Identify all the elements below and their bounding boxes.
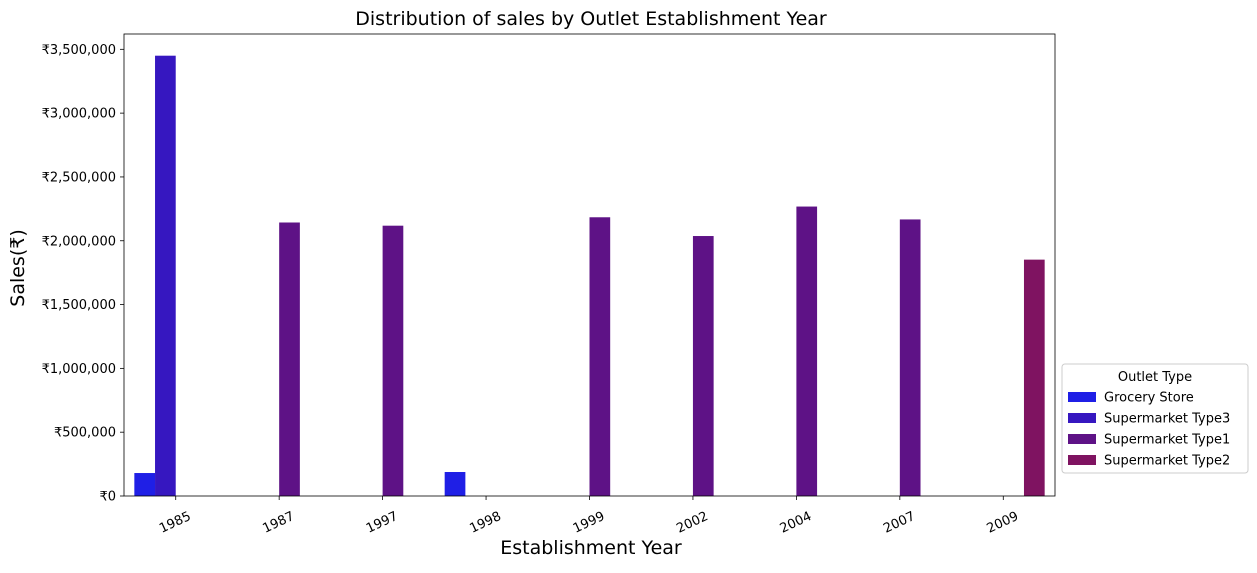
legend-label: Supermarket Type3: [1104, 412, 1230, 427]
legend-label: Supermarket Type1: [1104, 433, 1230, 448]
y-tick-label: ₹3,500,000: [42, 43, 116, 58]
legend-swatch: [1068, 434, 1096, 444]
x-tick-label: 1985: [157, 509, 193, 537]
x-tick-label: 1999: [571, 509, 607, 537]
bar-supermarket-type1-2004: [796, 206, 818, 497]
y-tick-label: ₹2,500,000: [42, 170, 116, 185]
bar-supermarket-type2-2009: [1023, 259, 1045, 496]
y-tick-label: ₹3,000,000: [42, 107, 116, 122]
x-tick-label: 1987: [261, 509, 297, 537]
y-tick-label: ₹500,000: [54, 426, 116, 441]
x-tick-label: 2004: [778, 509, 814, 537]
x-tick-label: 2009: [985, 509, 1021, 537]
legend-title: Outlet Type: [1118, 370, 1192, 385]
bar-grocery-store-1985: [134, 473, 156, 496]
chart-title: Distribution of sales by Outlet Establis…: [355, 8, 827, 30]
y-tick-label: ₹1,000,000: [42, 362, 116, 377]
bar-supermarket-type3-1985: [155, 55, 176, 496]
bar-supermarket-type1-1987: [279, 222, 300, 496]
plot-area: [134, 55, 1045, 497]
y-tick-label: ₹0: [99, 490, 116, 505]
legend-box: [1061, 363, 1249, 474]
bar-supermarket-type1-1999: [589, 217, 611, 496]
y-tick-label: ₹1,500,000: [42, 298, 116, 313]
y-tick-label: ₹2,000,000: [42, 234, 116, 249]
x-tick-label: 2002: [674, 509, 710, 537]
legend-swatch: [1068, 413, 1096, 423]
legend: Outlet Type Grocery Store Supermarket Type…: [1061, 363, 1249, 474]
legend-label: Grocery Store: [1104, 391, 1194, 406]
x-tick-label: 2007: [881, 509, 917, 537]
x-tick-label: 1997: [364, 509, 400, 537]
bar-supermarket-type1-2002: [692, 236, 714, 496]
legend-swatch: [1068, 455, 1096, 465]
x-axis-title: Establishment Year: [500, 537, 682, 559]
legend-swatch: [1068, 392, 1096, 402]
bar-supermarket-type1-1997: [382, 225, 404, 496]
bar-supermarket-type1-2007: [899, 219, 921, 496]
y-axis-title: Sales(₹): [7, 229, 29, 306]
bar-grocery-store-1998: [444, 472, 466, 496]
legend-label: Supermarket Type2: [1104, 454, 1230, 469]
x-tick-label: 1998: [467, 509, 503, 537]
